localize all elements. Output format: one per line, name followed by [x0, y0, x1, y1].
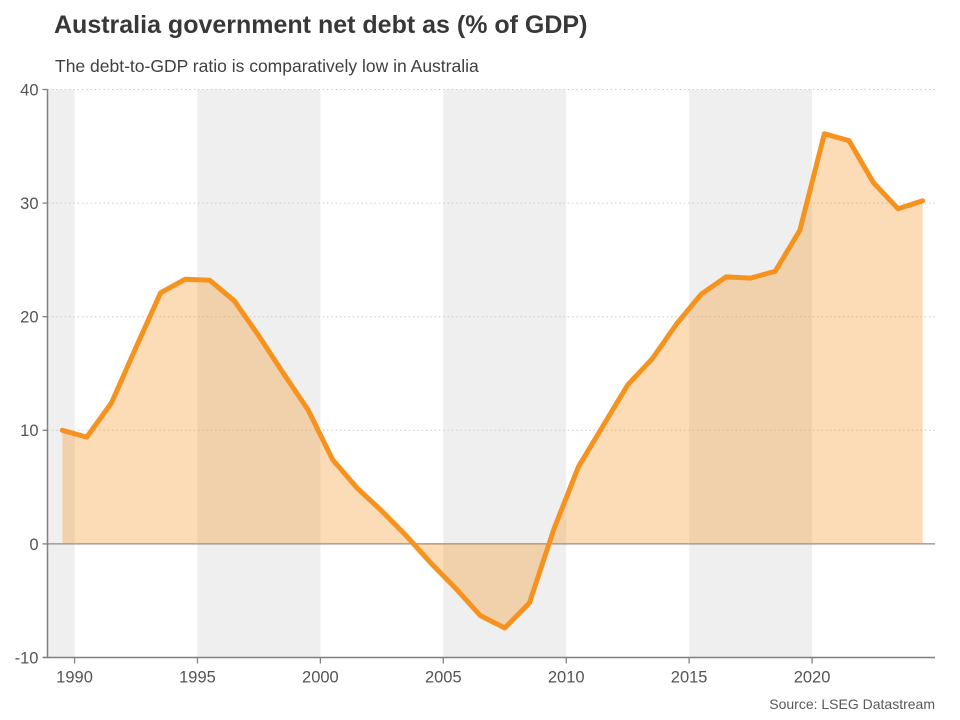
page-title: Australia government net debt as (% of G…: [54, 11, 588, 39]
y-tick-label: 0: [29, 536, 38, 554]
x-tick-label: 2005: [425, 669, 462, 687]
area-fill: [62, 133, 923, 629]
background-band: [197, 89, 321, 658]
x-tick-label: 2000: [302, 669, 339, 687]
x-tick-label: 2010: [548, 669, 585, 687]
background-band: [47, 89, 75, 658]
x-tick-label: 1995: [179, 669, 216, 687]
y-tick-label: -10: [15, 649, 39, 667]
debt-line: [59, 131, 926, 631]
x-tick-label: 1990: [56, 669, 93, 687]
x-tick-label: 2015: [671, 669, 708, 687]
x-tick-label: 2020: [794, 669, 831, 687]
page-subtitle: The debt-to-GDP ratio is comparatively l…: [55, 56, 479, 76]
y-tick-label: 10: [20, 422, 38, 440]
background-band: [443, 89, 567, 658]
y-tick-label: 30: [20, 195, 38, 213]
y-tick-label: 40: [20, 81, 38, 99]
background-band: [689, 89, 813, 658]
source-credit: Source: LSEG Datastream: [769, 696, 935, 712]
y-tick-label: 20: [20, 309, 38, 327]
